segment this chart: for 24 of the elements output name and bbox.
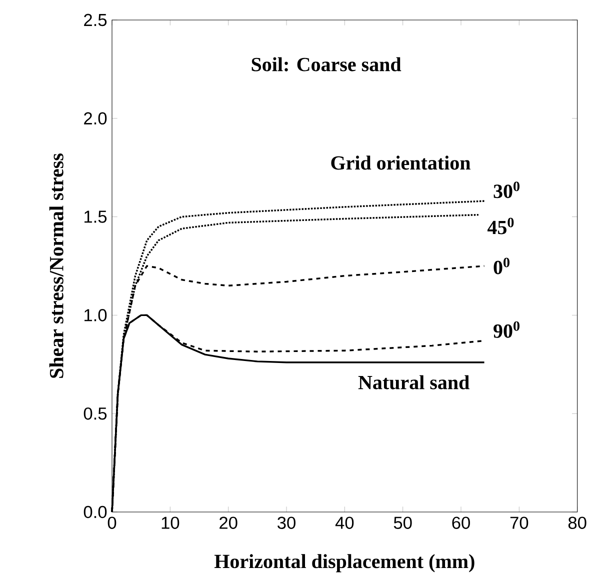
y-axis-title: Shear stress/Normal stress — [49, 154, 64, 378]
x-tick-label: 50 — [394, 516, 412, 529]
x-tick-label: 70 — [510, 516, 528, 529]
series-label: 90$^{0}$ — [494, 321, 520, 338]
x-tick-label: 20 — [220, 516, 238, 529]
x-tick-label: 60 — [452, 516, 470, 529]
x-axis-title: Horizontal displacement (mm) — [214, 554, 474, 572]
y-tick-label: 1.0 — [84, 309, 107, 322]
x-tick-label: 30 — [278, 516, 296, 529]
series-label: 0$^{0}$ — [494, 258, 510, 274]
y-tick-label: 1.5 — [84, 210, 107, 223]
x-tick-label: 0 — [108, 516, 116, 529]
series-label: Natural sand — [358, 375, 470, 390]
y-tick-label: 0.0 — [84, 506, 107, 518]
y-tick-label: 2.5 — [84, 14, 107, 26]
series-label: 45$^{0}$ — [487, 218, 514, 234]
series-label: 30$^{0}$ — [494, 182, 520, 198]
x-tick-label: 80 — [568, 516, 586, 529]
annotation: Soil: Coarse sand — [252, 57, 402, 72]
x-tick-label: 10 — [162, 516, 180, 529]
x-tick-label: 40 — [335, 516, 354, 529]
y-tick-label: 0.5 — [84, 407, 107, 420]
annotation: Grid orientation — [331, 156, 470, 170]
y-tick-label: 2.0 — [84, 112, 107, 125]
